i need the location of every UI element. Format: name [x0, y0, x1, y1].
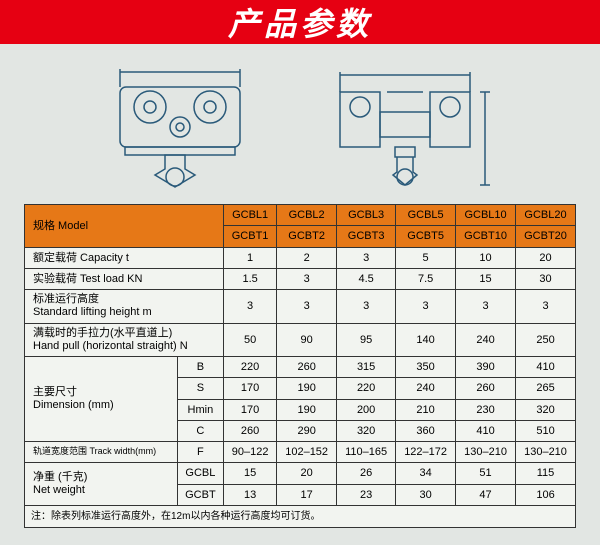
model-col: GCBT2 — [277, 226, 337, 247]
weight-key: GCBT — [177, 484, 223, 505]
dim-key: Hmin — [177, 399, 223, 420]
model-col: GCBL1 — [224, 205, 277, 226]
model-col: GCBT20 — [516, 226, 576, 247]
row-dim-b: 主要尺寸Dimension (mm)B220260315350390410 — [25, 356, 576, 377]
model-col: GCBT3 — [337, 226, 396, 247]
dim-key: C — [177, 420, 223, 441]
track-key: F — [177, 442, 223, 463]
row-track: 轨道宽度范围 Track width(mm)F90–122102–152110–… — [25, 442, 576, 463]
model-col: GCBL20 — [516, 205, 576, 226]
banner: 产品参数 — [0, 0, 600, 44]
spec-table: 规格 Model GCBL1 GCBL2 GCBL3 GCBL5 GCBL10 … — [24, 204, 576, 528]
model-col: GCBT1 — [224, 226, 277, 247]
weight-label: 净重 (千克)Net weight — [25, 463, 178, 506]
header-row-top: 规格 Model GCBL1 GCBL2 GCBL3 GCBL5 GCBL10 … — [25, 205, 576, 226]
weight-key: GCBL — [177, 463, 223, 484]
row-label: 标准运行高度Standard lifting height m — [25, 290, 224, 323]
row-label: 满载时的手拉力(水平直道上)Hand pull (horizontal stra… — [25, 323, 224, 356]
trolley-front-diagram — [95, 57, 265, 197]
row-testload: 实验载荷 Test load KN1.534.57.51530 — [25, 268, 576, 289]
model-col: GCBT5 — [396, 226, 456, 247]
dimension-label: 主要尺寸Dimension (mm) — [25, 356, 178, 441]
diagram-area — [0, 44, 600, 204]
model-header: 规格 Model — [25, 205, 224, 248]
row-capacity: 额定载荷 Capacity t12351020 — [25, 247, 576, 268]
row-label: 实验载荷 Test load KN — [25, 268, 224, 289]
trolley-side-diagram — [315, 57, 505, 197]
model-col: GCBL2 — [277, 205, 337, 226]
track-label: 轨道宽度范围 Track width(mm) — [25, 442, 178, 463]
model-col: GCBL5 — [396, 205, 456, 226]
row-handpull: 满载时的手拉力(水平直道上)Hand pull (horizontal stra… — [25, 323, 576, 356]
spec-table-wrap: 规格 Model GCBL1 GCBL2 GCBL3 GCBL5 GCBL10 … — [0, 204, 600, 528]
dim-key: S — [177, 378, 223, 399]
row-note: 注：除表列标准运行高度外，在12m以内各种运行高度均可订货。 — [25, 506, 576, 528]
row-weight-l: 净重 (千克)Net weightGCBL1520263451115 — [25, 463, 576, 484]
model-col: GCBL10 — [456, 205, 516, 226]
row-height: 标准运行高度Standard lifting height m333333 — [25, 290, 576, 323]
footnote: 注：除表列标准运行高度外，在12m以内各种运行高度均可订货。 — [25, 506, 576, 528]
model-col: GCBT10 — [456, 226, 516, 247]
dim-key: B — [177, 356, 223, 377]
model-col: GCBL3 — [337, 205, 396, 226]
row-label: 额定载荷 Capacity t — [25, 247, 224, 268]
banner-title: 产品参数 — [228, 0, 372, 45]
